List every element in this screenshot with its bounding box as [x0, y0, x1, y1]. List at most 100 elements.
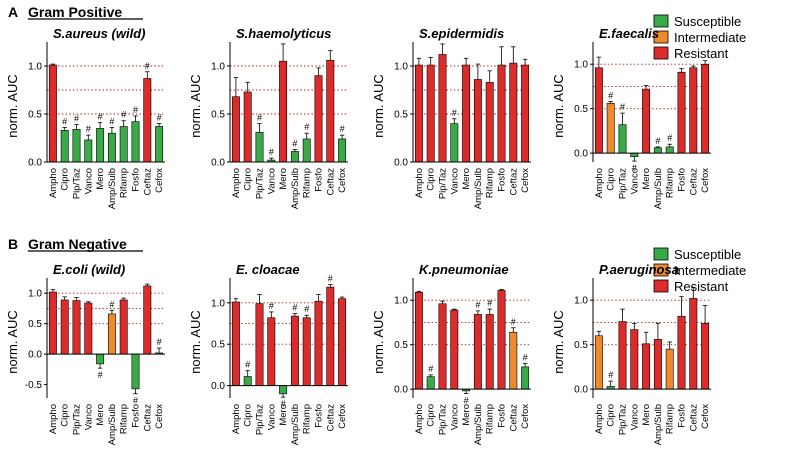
legend-swatch-intermediate — [653, 263, 669, 277]
x-tick-label: Ampho — [231, 168, 242, 198]
significance-mark: # — [428, 364, 433, 374]
bar-vanco — [630, 329, 639, 390]
subplot-8: P.aeruginosa norm. AUC 0.0 0.5 1.0 Ampho # Cipr… — [551, 262, 711, 445]
significance-mark: # — [292, 139, 297, 149]
significance-mark: # — [328, 274, 333, 284]
y-tick-label: 0.5 — [574, 104, 588, 115]
x-tick-label: Rifamp — [302, 168, 313, 198]
x-tick-label: Vanco — [83, 404, 94, 430]
x-tick-label: Pip/Taz — [72, 168, 83, 199]
y-tick-label: 0.0 — [394, 385, 408, 396]
y-tick-label: 0.5 — [574, 340, 588, 351]
bar-cefox — [521, 64, 530, 163]
bar-mero — [279, 60, 288, 163]
bar-cipro — [243, 376, 252, 386]
chart-title: E. cloacae — [236, 262, 300, 277]
chart-title: E.faecalis — [599, 26, 659, 41]
significance-mark: # — [133, 105, 138, 115]
x-tick-label: Amp/Sulb — [107, 168, 118, 209]
panel-header-a: A Gram Positive — [8, 4, 143, 20]
bar-cefox — [155, 126, 164, 163]
significance-mark: # — [74, 114, 79, 124]
x-tick-label: Pip/Taz — [438, 404, 449, 435]
significance-mark: # — [608, 91, 613, 101]
x-tick-label: Fosfo — [677, 404, 688, 428]
x-tick-label: Mero — [461, 168, 472, 190]
bar-ceftaz — [689, 67, 698, 154]
bar-ceftaz — [326, 286, 335, 386]
chart-title: S.aureus (wild) — [53, 26, 145, 41]
significance-mark: # — [523, 352, 528, 362]
y-tick-label: 1.0 — [28, 289, 42, 300]
significance-mark: # — [667, 133, 672, 143]
significance-mark: # — [109, 299, 114, 309]
x-tick-label: Pip/Taz — [618, 404, 629, 435]
legend-label-resistant: Resistant — [674, 279, 729, 294]
y-tick-label: 1.0 — [211, 298, 225, 309]
significance-mark: # — [340, 124, 345, 134]
bar-ampho — [414, 64, 423, 163]
x-tick-label: Ceftaz — [688, 404, 699, 432]
y-axis-label: norm. AUC — [551, 74, 566, 138]
significance-mark: # — [632, 163, 637, 173]
bar-ceftaz — [509, 331, 518, 390]
x-tick-label: Rifamp — [119, 404, 130, 434]
bar-mero — [96, 128, 105, 163]
x-tick-label: Ceftaz — [142, 404, 153, 432]
x-tick-label: Vanco — [449, 404, 460, 430]
x-tick-label: Ceftaz — [142, 168, 153, 196]
legend-swatch-intermediate — [653, 30, 669, 44]
bar-rifamp — [485, 314, 494, 390]
significance-mark: # — [269, 147, 274, 157]
x-tick-label: Amp/Sulb — [473, 168, 484, 209]
legend-swatch-resistant — [653, 46, 669, 60]
x-tick-label: Cipro — [60, 168, 71, 191]
x-tick-label: Ceftaz — [688, 168, 699, 196]
panel-header-b: B Gram Negative — [8, 236, 143, 252]
bar-cipro — [606, 103, 615, 154]
x-tick-label: Mero — [95, 404, 106, 426]
bar-fosfo — [314, 75, 323, 163]
x-tick-label: Rifamp — [485, 404, 496, 434]
bar-vanco — [450, 123, 459, 163]
y-tick-label: -0.5 — [25, 380, 43, 391]
bar-amp-sulb — [290, 151, 299, 163]
significance-mark: # — [157, 113, 162, 123]
x-tick-label: Cipro — [426, 168, 437, 191]
x-tick-label: Pip/Taz — [255, 404, 266, 435]
x-tick-label: Mero — [461, 404, 472, 426]
bar-pip-taz — [255, 303, 264, 386]
bar-ampho — [231, 96, 240, 163]
x-tick-label: Cipro — [60, 404, 71, 427]
y-tick-label: 0.0 — [28, 158, 42, 169]
bar-mero — [642, 343, 651, 390]
y-tick-label: 1.0 — [574, 60, 588, 71]
subplot-5: E.coli (wild) norm. AUC -0.5 0.0 0.5 1.0 Ampho… — [5, 262, 165, 445]
x-tick-label: Cefox — [520, 168, 531, 193]
x-tick-label: Ampho — [48, 168, 59, 198]
significance-mark: # — [257, 113, 262, 123]
x-tick-label: Amp/Sulb — [290, 404, 301, 445]
y-tick-label: 0.5 — [28, 110, 42, 121]
bar-ampho — [594, 67, 603, 154]
x-tick-label: Amp/Sulb — [107, 404, 118, 445]
bar-ampho — [594, 335, 603, 390]
bar-cefox — [701, 323, 710, 390]
bar-cipro — [426, 376, 435, 390]
bar-cefox — [338, 298, 347, 386]
x-tick-label: Vanco — [449, 168, 460, 194]
x-tick-label: Fosfo — [497, 168, 508, 192]
significance-mark: # — [608, 370, 613, 380]
x-tick-label: Fosfo — [497, 404, 508, 428]
y-axis-label: norm. AUC — [5, 310, 20, 374]
x-tick-label: Mero — [641, 404, 652, 426]
x-tick-label: Mero — [95, 168, 106, 190]
y-axis-label: norm. AUC — [188, 74, 203, 138]
bar-vanco — [267, 317, 276, 386]
x-tick-label: Fosfo — [131, 168, 142, 192]
legend-swatch-susceptible — [653, 247, 669, 261]
bar-ceftaz — [143, 285, 152, 355]
significance-mark: # — [269, 301, 274, 311]
bar-cefox — [701, 63, 710, 154]
